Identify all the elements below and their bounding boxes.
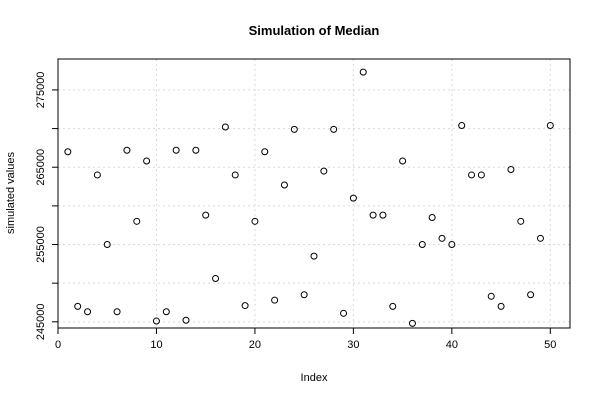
x-tick-label-5: 50 [544,339,556,351]
y-tick-label-4: 265000 [35,149,47,186]
y-tick-label-2: 255000 [35,226,47,263]
data-point-8 [133,217,141,225]
axes: 0 10 20 30 40 50 245000 255000 265000 275000 [35,72,556,351]
x-tick-label-3: 30 [347,339,359,351]
data-point-50 [546,121,554,129]
data-point-47 [517,217,525,225]
data-point-35 [399,157,407,165]
data-point-11 [162,308,170,316]
data-points [64,68,554,327]
data-point-46 [507,166,515,174]
data-point-31 [359,68,367,76]
data-point-34 [389,302,397,310]
data-point-22 [271,296,279,304]
data-point-48 [527,291,535,299]
y-tick-label-0: 245000 [35,303,47,340]
data-point-44 [487,292,495,300]
data-point-39 [438,234,446,242]
data-point-27 [320,167,328,175]
data-point-33 [379,211,387,219]
x-tick-label-1: 10 [150,339,162,351]
data-point-28 [330,125,338,133]
x-tick-label-0: 0 [55,339,61,351]
x-tick-label-2: 20 [249,339,261,351]
data-point-2 [74,302,82,310]
data-point-10 [152,317,160,325]
y-tick-label-6: 275000 [35,72,47,109]
data-point-41 [458,121,466,129]
data-point-43 [477,171,485,179]
data-point-17 [221,123,229,131]
data-point-38 [428,213,436,221]
data-point-23 [280,181,288,189]
data-point-20 [251,217,259,225]
data-point-16 [212,275,220,283]
data-point-37 [418,241,426,249]
data-point-4 [93,171,101,179]
data-point-49 [536,234,544,242]
data-point-12 [172,146,180,154]
data-point-15 [202,211,210,219]
data-point-14 [192,146,200,154]
data-point-25 [300,291,308,299]
data-point-36 [408,319,416,327]
data-point-7 [123,146,131,154]
data-point-5 [103,241,111,249]
data-point-19 [241,302,249,310]
data-point-1 [64,148,72,156]
data-point-9 [143,157,151,165]
data-point-3 [84,308,92,316]
x-axis-label: Index [301,372,328,384]
plot-area-frame [57,58,571,329]
data-point-26 [310,252,318,260]
chart-title: Simulation of Median [249,23,380,38]
data-point-45 [497,302,505,310]
data-point-13 [182,316,190,324]
data-point-40 [448,241,456,249]
data-point-18 [231,171,239,179]
data-point-42 [468,171,476,179]
data-point-24 [290,125,298,133]
grid [57,59,570,328]
y-axis-label: simulated values [5,152,17,234]
data-point-6 [113,308,121,316]
data-point-32 [369,211,377,219]
x-tick-label-4: 40 [446,339,458,351]
data-point-29 [340,309,348,317]
data-point-21 [261,148,269,156]
data-point-30 [349,194,357,202]
